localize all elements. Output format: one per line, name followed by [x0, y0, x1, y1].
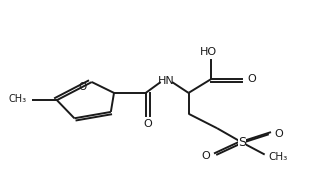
- Text: O: O: [202, 151, 210, 161]
- Text: HN: HN: [158, 76, 175, 86]
- Text: O: O: [143, 119, 152, 129]
- Text: CH₃: CH₃: [268, 152, 288, 162]
- Text: O: O: [248, 74, 256, 84]
- Text: CH₃: CH₃: [9, 94, 27, 104]
- Text: HO: HO: [200, 47, 217, 57]
- Text: O: O: [78, 82, 86, 93]
- Text: O: O: [274, 129, 283, 139]
- Text: S: S: [238, 136, 246, 149]
